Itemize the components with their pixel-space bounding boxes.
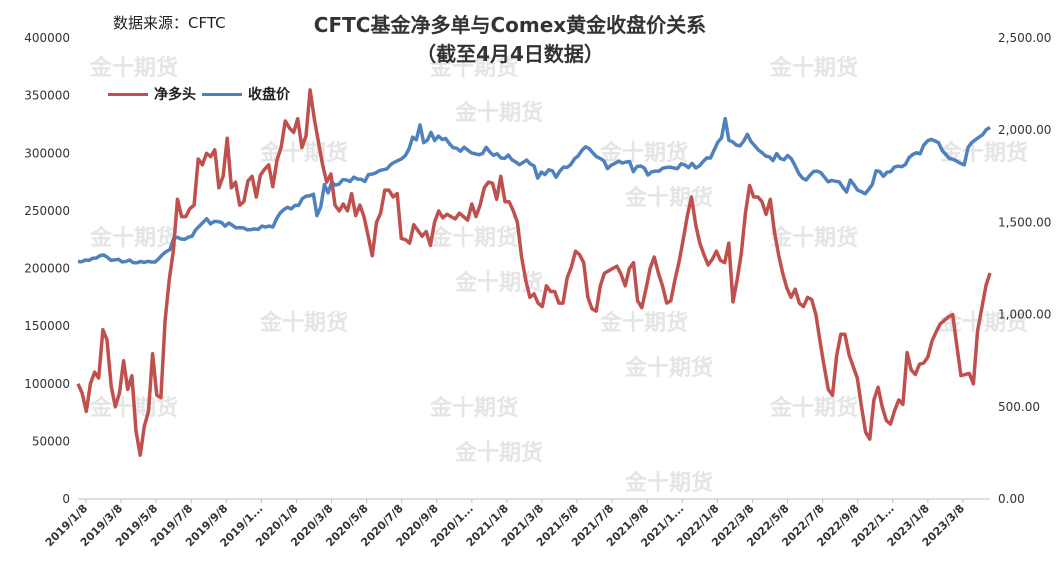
left-tick-label: 200000 bbox=[24, 262, 70, 276]
left-tick-label: 150000 bbox=[24, 319, 70, 333]
series-line-close bbox=[77, 116, 991, 265]
right-tick-label: 2,500.00 bbox=[998, 31, 1051, 45]
left-tick-label: 0 bbox=[62, 492, 70, 506]
left-axis: 0 50000 100000 150000 200000 250000 300000 3500… bbox=[24, 31, 70, 506]
series-line-net-long bbox=[76, 88, 992, 457]
watermark: 金十期货 bbox=[599, 140, 688, 166]
left-tick-label: 300000 bbox=[24, 146, 70, 160]
left-tick-label: 50000 bbox=[32, 434, 70, 448]
watermark: 金十期货 bbox=[429, 225, 518, 251]
right-tick-label: 2,000.00 bbox=[998, 123, 1051, 137]
right-tick-label: 500.00 bbox=[998, 400, 1040, 414]
right-tick-label: 0.00 bbox=[998, 492, 1025, 506]
right-tick-label: 1,500.00 bbox=[998, 215, 1051, 229]
watermark: 金十期货 bbox=[259, 310, 348, 336]
watermark: 金十期货 bbox=[89, 225, 178, 251]
x-axis: 2019/1/82019/3/82019/5/82019/7/82019/9/8… bbox=[43, 499, 967, 550]
left-tick-label: 400000 bbox=[24, 31, 70, 45]
right-tick-label: 1,000.00 bbox=[998, 308, 1051, 322]
chart-title: CFTC基金净多单与Comex黄金收盘价关系 bbox=[313, 13, 707, 37]
watermark: 金十期货 bbox=[429, 55, 518, 81]
right-axis: 0.00 500.00 1,000.00 1,500.00 2,000.00 2,500.… bbox=[998, 31, 1051, 506]
watermark: 金十期货 bbox=[454, 100, 543, 126]
left-tick-label: 100000 bbox=[24, 377, 70, 391]
watermark: 金十期货 bbox=[624, 185, 713, 211]
legend-label-close: 收盘价 bbox=[248, 87, 290, 103]
legend-swatch-close bbox=[202, 92, 242, 96]
watermark: 金十期货 bbox=[624, 470, 713, 496]
legend-swatch-net-long bbox=[108, 92, 148, 96]
chart-subtitle: （截至4月4日数据） bbox=[416, 42, 604, 66]
watermark: 金十期货 bbox=[454, 440, 543, 466]
left-tick-label: 250000 bbox=[24, 204, 70, 218]
legend: 净多头 收盘价 bbox=[108, 84, 290, 104]
watermark: 金十期货 bbox=[769, 225, 858, 251]
watermark: 金十期货 bbox=[939, 140, 1028, 166]
watermark: 金十期货 bbox=[599, 310, 688, 336]
left-tick-label: 350000 bbox=[24, 89, 70, 103]
watermark: 金十期货 bbox=[624, 355, 713, 381]
watermark: 金十期货 bbox=[769, 395, 858, 421]
watermark: 金十期货 bbox=[89, 55, 178, 81]
legend-label-net-long: 净多头 bbox=[154, 87, 196, 103]
source-note: 数据来源：CFTC bbox=[113, 14, 226, 32]
watermark: 金十期货 bbox=[769, 55, 858, 81]
watermark: 金十期货 bbox=[429, 395, 518, 421]
